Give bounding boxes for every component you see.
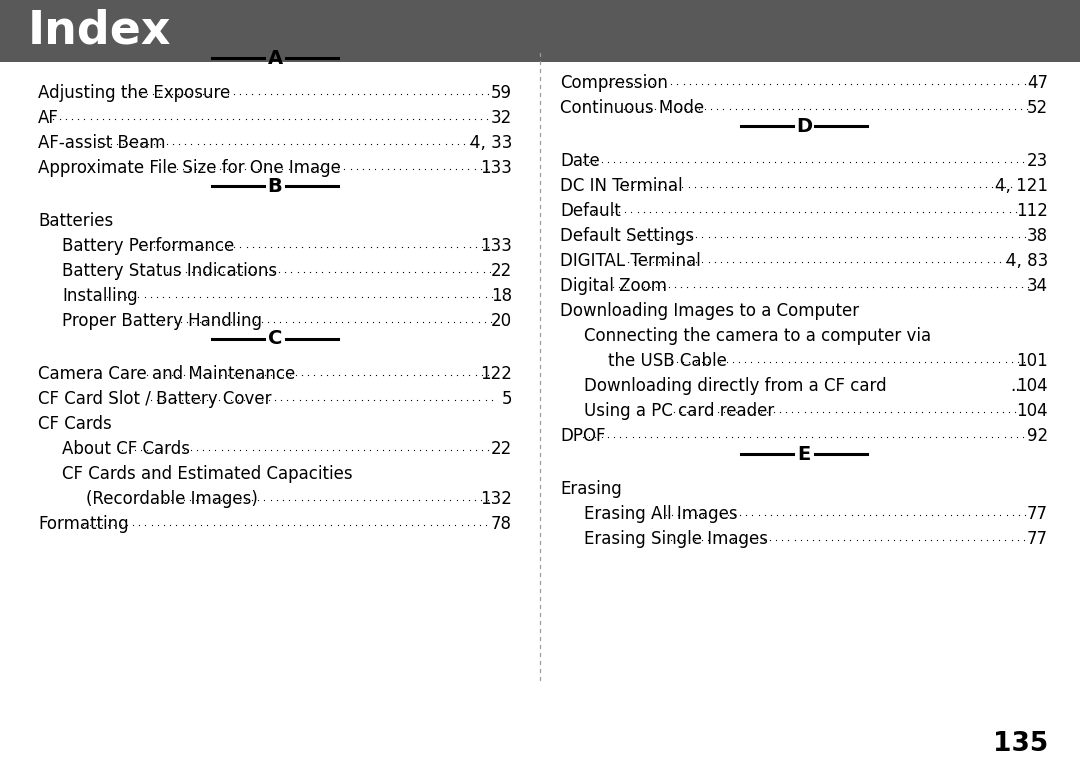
Text: 77: 77 — [1027, 505, 1048, 523]
Text: Erasing Single Images: Erasing Single Images — [584, 530, 768, 548]
Text: 92: 92 — [1027, 427, 1048, 445]
Text: ..: .. — [1010, 377, 1021, 395]
Text: Downloading directly from a CF card: Downloading directly from a CF card — [584, 377, 887, 395]
Text: 59: 59 — [491, 84, 512, 102]
Text: 135: 135 — [993, 731, 1048, 757]
Text: Digital Zoom: Digital Zoom — [561, 277, 667, 295]
Text: Default Settings: Default Settings — [561, 227, 694, 245]
Text: B: B — [268, 176, 282, 195]
Text: 47: 47 — [1027, 74, 1048, 92]
Text: Continuous Mode: Continuous Mode — [561, 99, 704, 117]
Text: Date: Date — [561, 152, 599, 170]
Text: E: E — [797, 444, 811, 463]
Text: CF Card Slot / Battery Cover: CF Card Slot / Battery Cover — [38, 390, 271, 408]
Text: (Recordable Images): (Recordable Images) — [86, 490, 258, 508]
Text: Formatting: Formatting — [38, 515, 129, 533]
Text: Installing: Installing — [62, 287, 137, 305]
Text: AF-assist Beam: AF-assist Beam — [38, 134, 165, 152]
Text: Compression: Compression — [561, 74, 667, 92]
Text: Adjusting the Exposure: Adjusting the Exposure — [38, 84, 230, 102]
Text: 38: 38 — [1027, 227, 1048, 245]
Text: 133: 133 — [481, 159, 512, 177]
Text: Camera Care and Maintenance: Camera Care and Maintenance — [38, 365, 295, 383]
Text: Connecting the camera to a computer via: Connecting the camera to a computer via — [584, 327, 931, 345]
Text: 101: 101 — [1016, 352, 1048, 370]
Text: 23: 23 — [1027, 152, 1048, 170]
Text: CF Cards: CF Cards — [38, 415, 111, 433]
Text: 104: 104 — [1016, 377, 1048, 395]
Text: 22: 22 — [490, 440, 512, 458]
Text: 122: 122 — [481, 365, 512, 383]
Text: AF: AF — [38, 109, 59, 127]
Text: Erasing All Images: Erasing All Images — [584, 505, 738, 523]
Text: Batteries: Batteries — [38, 212, 113, 230]
Text: 132: 132 — [481, 490, 512, 508]
Text: 52: 52 — [1027, 99, 1048, 117]
Bar — [0, 0, 1080, 62]
Text: Default: Default — [561, 202, 621, 220]
Text: 4, 33: 4, 33 — [470, 134, 512, 152]
Text: Battery Status Indications: Battery Status Indications — [62, 262, 278, 280]
Text: 20: 20 — [491, 312, 512, 330]
Text: Using a PC card reader: Using a PC card reader — [584, 402, 774, 420]
Text: Approximate File Size for One Image: Approximate File Size for One Image — [38, 159, 341, 177]
Text: C: C — [268, 329, 282, 349]
Text: 22: 22 — [490, 262, 512, 280]
Text: 77: 77 — [1027, 530, 1048, 548]
Text: 32: 32 — [490, 109, 512, 127]
Text: the USB Cable: the USB Cable — [608, 352, 727, 370]
Text: 5: 5 — [501, 390, 512, 408]
Text: About CF Cards: About CF Cards — [62, 440, 190, 458]
Text: 4, 121: 4, 121 — [995, 177, 1048, 195]
Text: Proper Battery Handling: Proper Battery Handling — [62, 312, 262, 330]
Text: D: D — [796, 116, 812, 136]
Text: 104: 104 — [1016, 402, 1048, 420]
Text: A: A — [268, 48, 283, 67]
Text: 78: 78 — [491, 515, 512, 533]
Text: 18: 18 — [491, 287, 512, 305]
Text: CF Cards and Estimated Capacities: CF Cards and Estimated Capacities — [62, 465, 353, 483]
Text: 133: 133 — [481, 237, 512, 255]
Text: DPOF: DPOF — [561, 427, 606, 445]
Text: DC IN Terminal: DC IN Terminal — [561, 177, 683, 195]
Text: Index: Index — [28, 8, 172, 54]
Text: 34: 34 — [1027, 277, 1048, 295]
Text: DIGITAL Terminal: DIGITAL Terminal — [561, 252, 701, 270]
Text: 112: 112 — [1016, 202, 1048, 220]
Text: Downloading Images to a Computer: Downloading Images to a Computer — [561, 302, 859, 320]
Text: 4, 83: 4, 83 — [1005, 252, 1048, 270]
Text: Battery Performance: Battery Performance — [62, 237, 234, 255]
Text: Erasing: Erasing — [561, 480, 622, 498]
